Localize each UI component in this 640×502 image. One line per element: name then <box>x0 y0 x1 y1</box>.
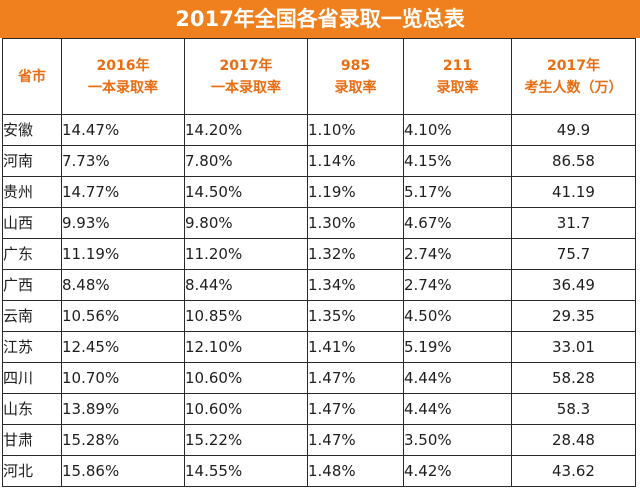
rate-985-cell: 1.30% <box>307 207 404 239</box>
province-cell: 甘肃 <box>2 424 62 456</box>
rate-211-cell: 4.44% <box>403 362 512 394</box>
header-rate-2017: 2017年 一本录取率 <box>184 38 308 115</box>
rate-2016-cell: 10.70% <box>61 362 185 394</box>
rate-211-cell: 5.17% <box>403 176 512 208</box>
examinees-cell: 86.58 <box>511 145 636 177</box>
province-cell: 四川 <box>2 362 62 394</box>
rate-985-cell: 1.48% <box>307 455 404 487</box>
rate-211-cell: 4.10% <box>403 114 512 146</box>
rate-985-cell: 1.47% <box>307 393 404 425</box>
admission-rates-table: 省市 2016年 一本录取率 2017年 一本录取率 985 录取率 211 录取率 2… <box>2 38 636 487</box>
rate-985-cell: 1.34% <box>307 269 404 301</box>
rate-985-cell: 1.14% <box>307 145 404 177</box>
examinees-cell: 58.3 <box>511 393 636 425</box>
header-rate-985: 985 录取率 <box>307 38 404 115</box>
rate-2017-cell: 8.44% <box>184 269 308 301</box>
rate-2016-cell: 11.19% <box>61 238 185 270</box>
rate-985-cell: 1.19% <box>307 176 404 208</box>
examinees-cell: 58.28 <box>511 362 636 394</box>
examinees-cell: 75.7 <box>511 238 636 270</box>
table-row: 甘肃 15.28% 15.22% 1.47% 3.50% 28.48 <box>2 424 636 456</box>
examinees-cell: 33.01 <box>511 331 636 363</box>
header-rate-211: 211 录取率 <box>403 38 512 115</box>
province-cell: 山东 <box>2 393 62 425</box>
province-cell: 河南 <box>2 145 62 177</box>
rate-2016-cell: 12.45% <box>61 331 185 363</box>
examinees-cell: 36.49 <box>511 269 636 301</box>
examinees-cell: 31.7 <box>511 207 636 239</box>
table-row: 山东 13.89% 10.60% 1.47% 4.44% 58.3 <box>2 393 636 425</box>
examinees-cell: 43.62 <box>511 455 636 487</box>
table-row: 山西 9.93% 9.80% 1.30% 4.67% 31.7 <box>2 207 636 239</box>
rate-211-cell: 4.15% <box>403 145 512 177</box>
examinees-cell: 49.9 <box>511 114 636 146</box>
rate-2017-cell: 10.60% <box>184 362 308 394</box>
rate-2017-cell: 9.80% <box>184 207 308 239</box>
rate-211-cell: 5.19% <box>403 331 512 363</box>
rate-211-cell: 4.44% <box>403 393 512 425</box>
table-title: 2017年全国各省录取一览总表 <box>0 0 640 38</box>
table-row: 广西 8.48% 8.44% 1.34% 2.74% 36.49 <box>2 269 636 301</box>
rate-2017-cell: 11.20% <box>184 238 308 270</box>
rate-985-cell: 1.35% <box>307 300 404 332</box>
rate-2017-cell: 14.50% <box>184 176 308 208</box>
rate-211-cell: 4.42% <box>403 455 512 487</box>
header-rate-2016: 2016年 一本录取率 <box>61 38 185 115</box>
rate-985-cell: 1.32% <box>307 238 404 270</box>
table-row: 江苏 12.45% 12.10% 1.41% 5.19% 33.01 <box>2 331 636 363</box>
rate-211-cell: 4.50% <box>403 300 512 332</box>
header-examinees: 2017年 考生人数（万） <box>511 38 636 115</box>
rate-2016-cell: 15.28% <box>61 424 185 456</box>
table-row: 贵州 14.77% 14.50% 1.19% 5.17% 41.19 <box>2 176 636 208</box>
rate-2017-cell: 15.22% <box>184 424 308 456</box>
rate-985-cell: 1.10% <box>307 114 404 146</box>
header-province: 省市 <box>2 38 62 115</box>
table-row: 云南 10.56% 10.85% 1.35% 4.50% 29.35 <box>2 300 636 332</box>
table-row: 广东 11.19% 11.20% 1.32% 2.74% 75.7 <box>2 238 636 270</box>
rate-2017-cell: 14.55% <box>184 455 308 487</box>
rate-2016-cell: 10.56% <box>61 300 185 332</box>
rate-2016-cell: 13.89% <box>61 393 185 425</box>
rate-2017-cell: 10.60% <box>184 393 308 425</box>
examinees-cell: 29.35 <box>511 300 636 332</box>
province-cell: 河北 <box>2 455 62 487</box>
examinees-cell: 41.19 <box>511 176 636 208</box>
table-row: 河南 7.73% 7.80% 1.14% 4.15% 86.58 <box>2 145 636 177</box>
examinees-cell: 28.48 <box>511 424 636 456</box>
rate-985-cell: 1.47% <box>307 424 404 456</box>
rate-2016-cell: 14.47% <box>61 114 185 146</box>
rate-211-cell: 4.67% <box>403 207 512 239</box>
province-cell: 山西 <box>2 207 62 239</box>
rate-985-cell: 1.41% <box>307 331 404 363</box>
rate-985-cell: 1.47% <box>307 362 404 394</box>
rate-211-cell: 2.74% <box>403 269 512 301</box>
province-cell: 云南 <box>2 300 62 332</box>
province-cell: 广西 <box>2 269 62 301</box>
rate-211-cell: 2.74% <box>403 238 512 270</box>
rate-2016-cell: 9.93% <box>61 207 185 239</box>
rate-2017-cell: 12.10% <box>184 331 308 363</box>
province-cell: 江苏 <box>2 331 62 363</box>
header-row: 省市 2016年 一本录取率 2017年 一本录取率 985 录取率 211 录取率 2… <box>2 38 636 115</box>
table-row: 四川 10.70% 10.60% 1.47% 4.44% 58.28 <box>2 362 636 394</box>
rate-2016-cell: 7.73% <box>61 145 185 177</box>
province-cell: 广东 <box>2 238 62 270</box>
table-row: 河北 15.86% 14.55% 1.48% 4.42% 43.62 <box>2 455 636 487</box>
rate-2016-cell: 8.48% <box>61 269 185 301</box>
rate-2017-cell: 7.80% <box>184 145 308 177</box>
rate-2017-cell: 10.85% <box>184 300 308 332</box>
table-row: 安徽 14.47% 14.20% 1.10% 4.10% 49.9 <box>2 114 636 146</box>
province-cell: 贵州 <box>2 176 62 208</box>
rate-2016-cell: 14.77% <box>61 176 185 208</box>
province-cell: 安徽 <box>2 114 62 146</box>
rate-2017-cell: 14.20% <box>184 114 308 146</box>
rate-2016-cell: 15.86% <box>61 455 185 487</box>
rate-211-cell: 3.50% <box>403 424 512 456</box>
